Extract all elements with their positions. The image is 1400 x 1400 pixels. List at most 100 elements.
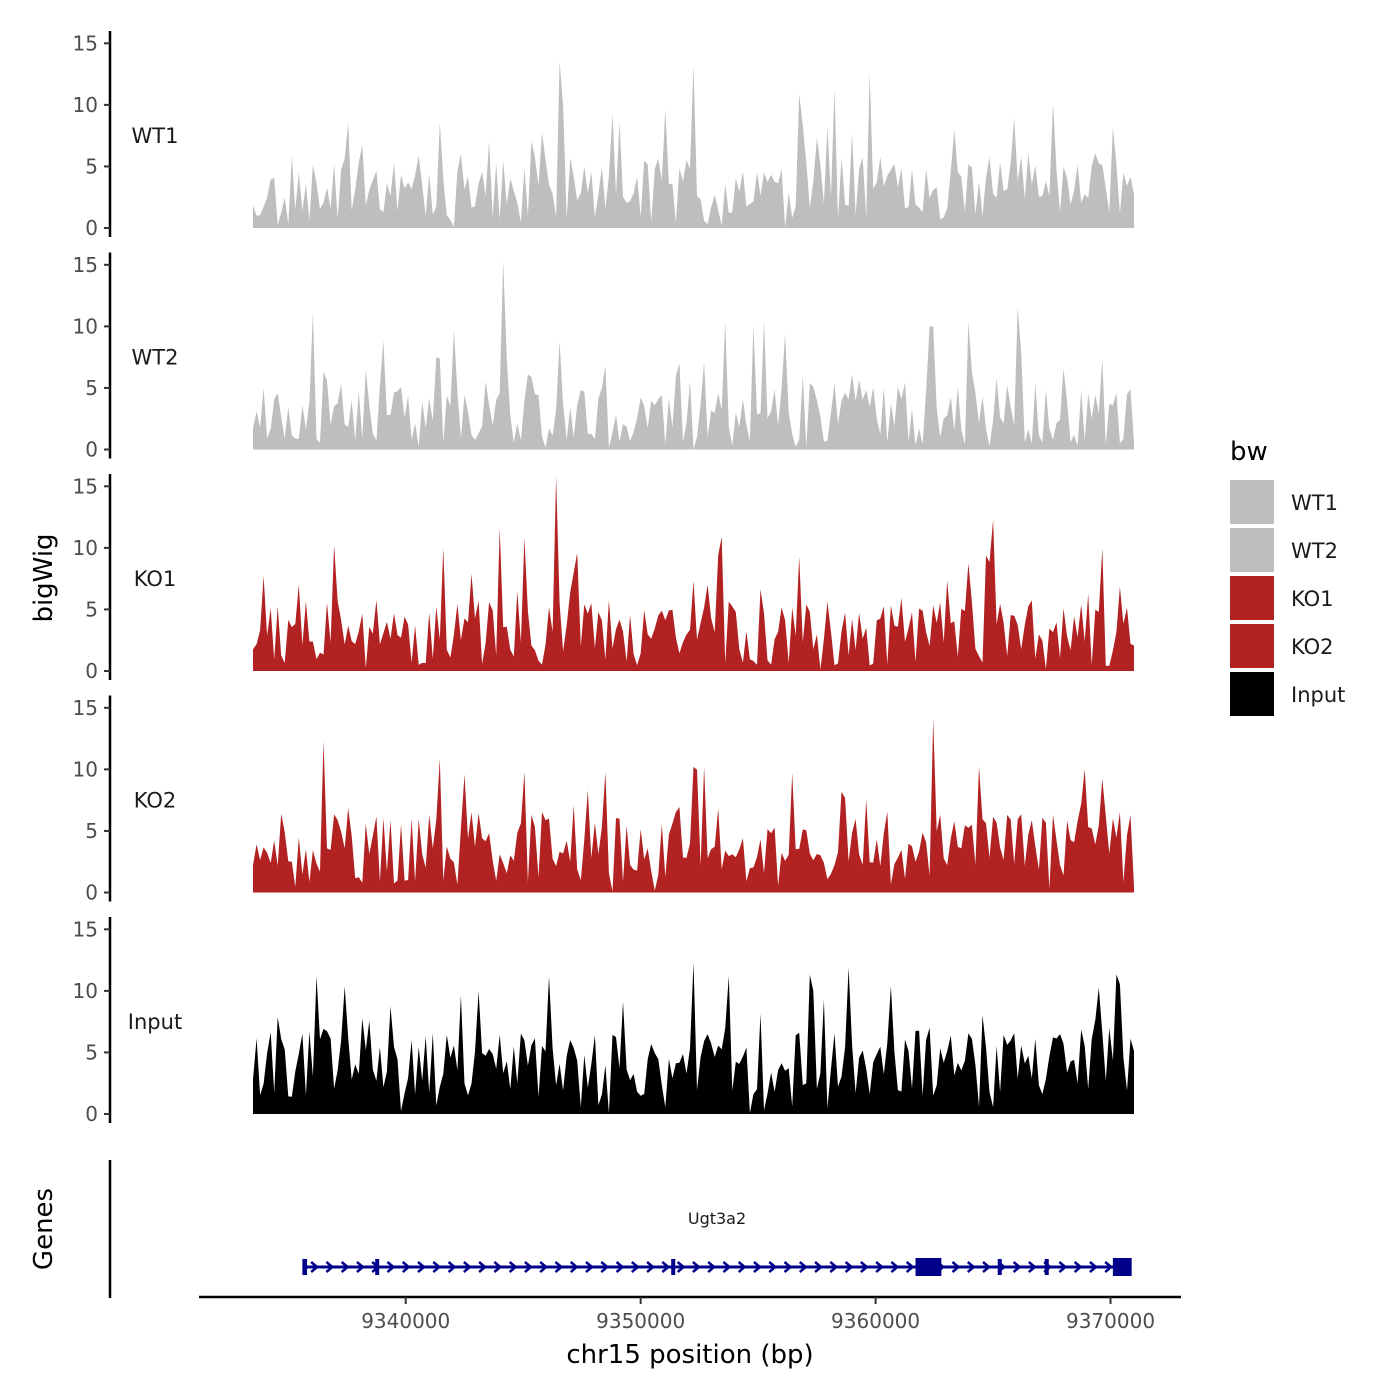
legend-swatch [1230,672,1274,716]
track-label-ko2: KO2 [134,789,177,813]
track-ko1: 0 5 10 15 KO1 [73,474,1134,683]
gene-exon [1112,1258,1132,1276]
strand-arrow [966,1261,976,1273]
track-label-wt2: WT2 [132,346,179,370]
track-ko2: 0 5 10 15 KO2 [73,695,1134,905]
strand-arrow [1104,1261,1114,1273]
strand-arrow [554,1261,564,1273]
strand-arrow [768,1261,778,1273]
strand-arrow [814,1261,823,1273]
strand-arrow [417,1261,426,1273]
strand-arrow [707,1261,717,1273]
coverage-area-ko2 [253,718,1134,893]
track-label-input: Input [128,1010,182,1034]
x-axis: 9340000 9350000 9360000 9370000 [199,1295,1181,1333]
strand-arrow [493,1261,503,1273]
y-tick-label: 5 [85,597,98,621]
strand-arrow [340,1261,350,1273]
y-tick-label: 10 [73,979,98,1003]
strand-arrow [692,1261,701,1273]
y-tick-label: 5 [85,1040,98,1064]
y-tick-label: 10 [73,93,98,117]
strand-arrow [356,1261,365,1273]
strand-arrow [875,1261,885,1273]
strand-arrow [890,1261,900,1273]
coverage-area-input [253,962,1134,1114]
track-input: 0 5 10 15 Input [73,917,1134,1126]
y-tick-label: 0 [85,216,98,240]
strand-arrow [478,1261,488,1273]
gene-exon [375,1259,380,1275]
track-label-wt1: WT1 [132,124,179,148]
coverage-area-wt1 [253,61,1134,228]
y-tick-label: 10 [73,757,98,781]
strand-arrow [508,1261,518,1273]
y-tick-label: 0 [85,659,98,683]
strand-arrow [569,1261,579,1273]
y-tick-label: 15 [73,917,98,941]
y-tick-label: 5 [85,376,98,400]
strand-arrow [798,1261,808,1273]
strand-arrow [386,1261,396,1273]
strand-arrow [325,1261,335,1273]
strand-arrow [447,1261,457,1273]
legend-label: WT2 [1291,539,1338,563]
strand-arrow [829,1261,839,1273]
legend-swatch [1230,480,1274,524]
strand-arrow [844,1261,854,1273]
gene-exon [1044,1259,1049,1275]
strand-arrow [783,1261,793,1273]
strand-arrow [905,1261,915,1273]
legend-swatch [1230,528,1274,572]
legend-item-ko2: KO2 [1230,624,1334,668]
track-wt1: 0 5 10 15 WT1 [73,31,1134,240]
gene-name-label: Ugt3a2 [688,1209,746,1228]
coverage-area-ko1 [253,476,1134,671]
legend-title: bw [1230,437,1268,467]
strand-arrow [1012,1261,1022,1273]
genes-track-title: Genes [29,1188,59,1270]
strand-arrow [676,1261,686,1273]
strand-arrow [432,1261,442,1273]
y-tick-label: 15 [73,474,98,498]
track-label-ko1: KO1 [134,567,177,591]
legend-label: KO2 [1291,635,1334,659]
legend: WT1 WT2 KO1 KO2 Input [1230,480,1345,716]
x-tick-label: 9360000 [831,1309,920,1333]
strand-arrow [951,1261,961,1273]
x-tick-label: 9340000 [361,1309,450,1333]
legend-label: Input [1291,683,1345,707]
strand-arrow [1028,1261,1037,1273]
strand-arrow [463,1261,472,1273]
x-tick-label: 9350000 [596,1309,685,1333]
track-wt2: 0 5 10 15 WT2 [73,252,1134,462]
tracks: 0 5 10 15 WT1 0 5 10 15 WT2 0 5 10 15 KO1 0 5 10 15 KO2 0 5 10… [73,31,1134,1126]
strand-arrow [737,1261,747,1273]
y-tick-label: 15 [73,31,98,55]
strand-arrow [722,1261,732,1273]
legend-item-wt1: WT1 [1230,480,1338,524]
y-tick-label: 10 [73,536,98,560]
strand-arrow [1058,1261,1068,1273]
y-tick-label: 15 [73,696,98,720]
strand-arrow [539,1261,549,1273]
strand-arrow [401,1261,411,1273]
legend-label: KO1 [1291,587,1334,611]
gene-exon [302,1259,308,1275]
y-tick-label: 0 [85,881,98,905]
strand-arrow [1089,1261,1098,1273]
strand-arrow [310,1261,320,1273]
strand-arrow [630,1261,640,1273]
strand-arrow [1073,1261,1083,1273]
strand-arrow [661,1261,671,1273]
strand-arrow [860,1261,869,1273]
x-tick-label: 9370000 [1066,1309,1155,1333]
legend-swatch [1230,624,1274,668]
strand-arrow [524,1261,533,1273]
y-tick-label: 10 [73,314,98,338]
y-tick-label: 5 [85,154,98,178]
legend-swatch [1230,576,1274,620]
strand-arrow [615,1261,625,1273]
strand-arrow [646,1261,656,1273]
